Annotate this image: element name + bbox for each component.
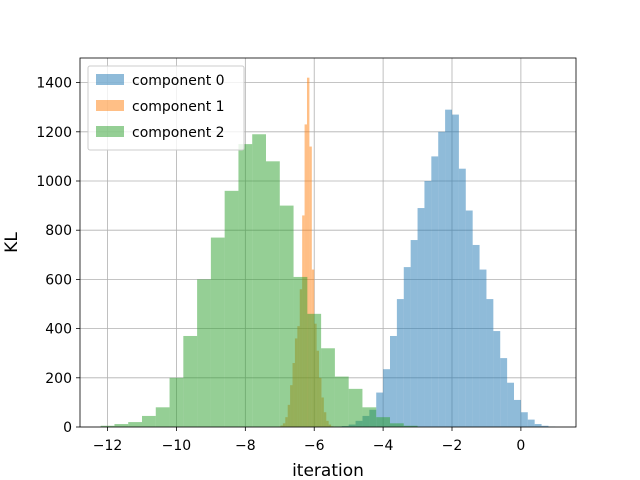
x-tick-label: 0 xyxy=(516,438,525,454)
histogram-bar xyxy=(362,407,377,427)
histogram-bar xyxy=(520,412,528,427)
x-tick-label: −12 xyxy=(93,438,123,454)
histogram-bar xyxy=(334,376,349,427)
histogram-bar xyxy=(128,422,142,427)
histogram-bar xyxy=(376,417,390,427)
histogram-bar xyxy=(507,382,514,427)
histogram-bar xyxy=(541,425,549,427)
y-tick-label: 0 xyxy=(63,420,72,436)
legend-swatch-component-2 xyxy=(96,126,124,137)
histogram-bar xyxy=(458,168,466,427)
x-tick-label: −10 xyxy=(162,438,192,454)
x-tick-label: −6 xyxy=(304,438,325,454)
histogram-bar xyxy=(304,124,307,428)
legend: component 0 component 1 component 2 xyxy=(87,65,245,151)
histogram-bar xyxy=(410,240,418,427)
histogram-bar xyxy=(452,114,459,427)
histogram-bar xyxy=(183,335,198,427)
histogram-bar xyxy=(479,269,487,427)
histogram-bar xyxy=(445,109,452,427)
y-tick-label: 1000 xyxy=(36,174,72,190)
histogram-bar xyxy=(396,299,404,427)
histogram-bar xyxy=(376,392,384,427)
histogram-bar xyxy=(306,77,310,428)
histogram-bar xyxy=(307,313,322,427)
histogram-bar xyxy=(390,423,404,427)
histogram-bar xyxy=(197,279,211,427)
histogram-bar xyxy=(142,415,156,427)
legend-box xyxy=(87,65,245,151)
series-component-2 xyxy=(100,134,418,427)
histogram-bar xyxy=(500,358,508,427)
histogram-bar xyxy=(210,237,225,427)
legend-label-component-0: component 0 xyxy=(132,73,225,89)
y-tick-label: 400 xyxy=(45,322,72,338)
x-tick-label: −8 xyxy=(235,438,256,454)
histogram-bar xyxy=(431,156,439,427)
histogram-bar xyxy=(266,161,280,427)
histogram-bar xyxy=(417,208,425,427)
x-tick-label: −2 xyxy=(442,438,463,454)
histogram-bar xyxy=(279,205,294,427)
y-tick-label: 600 xyxy=(45,272,72,288)
histogram-bar xyxy=(321,348,335,427)
histogram-bar xyxy=(114,424,129,427)
histogram-bar xyxy=(224,190,239,427)
histogram-bar xyxy=(424,181,432,427)
histogram-bar xyxy=(383,369,390,427)
legend-label-component-1: component 1 xyxy=(132,99,225,115)
histogram-bar xyxy=(527,419,535,427)
y-tick-label: 800 xyxy=(45,223,72,239)
plot-frame xyxy=(79,57,577,428)
y-tick-label: 1400 xyxy=(36,76,72,92)
histogram-bar xyxy=(403,267,411,427)
histogram-bar xyxy=(486,299,494,427)
legend-swatch-component-1 xyxy=(96,100,124,111)
histogram-bar xyxy=(252,134,266,427)
histogram-bar xyxy=(472,244,480,427)
histogram-bar xyxy=(293,276,308,427)
histogram-bar xyxy=(155,407,170,427)
legend-swatch-component-0 xyxy=(96,74,124,85)
histogram-bars xyxy=(100,77,556,428)
y-axis-label: KL xyxy=(2,232,22,253)
histogram-bar xyxy=(534,424,542,427)
x-axis-label: iteration xyxy=(292,461,364,480)
histogram-bar xyxy=(514,399,521,427)
histogram-bar xyxy=(238,144,253,427)
x-tick-label: −4 xyxy=(373,438,394,454)
histogram-bar xyxy=(348,388,363,427)
y-tick-label: 200 xyxy=(45,371,72,387)
histogram-bar xyxy=(390,335,397,427)
y-tick-label: 1200 xyxy=(36,125,72,141)
legend-label-component-2: component 2 xyxy=(132,125,225,141)
histogram-bar xyxy=(438,131,446,428)
histogram-bar xyxy=(465,210,473,427)
series-component-0 xyxy=(334,109,556,428)
histogram-bar xyxy=(403,425,418,427)
axis-ticks: −12 −10 −8 −6 −4 −2 0 0 200 400 600 800 1000 1200 1400 xyxy=(36,76,525,454)
histogram-bar xyxy=(493,331,501,427)
histogram-bar xyxy=(100,425,115,427)
histogram-bar xyxy=(169,377,184,427)
histogram-bar xyxy=(309,146,312,427)
